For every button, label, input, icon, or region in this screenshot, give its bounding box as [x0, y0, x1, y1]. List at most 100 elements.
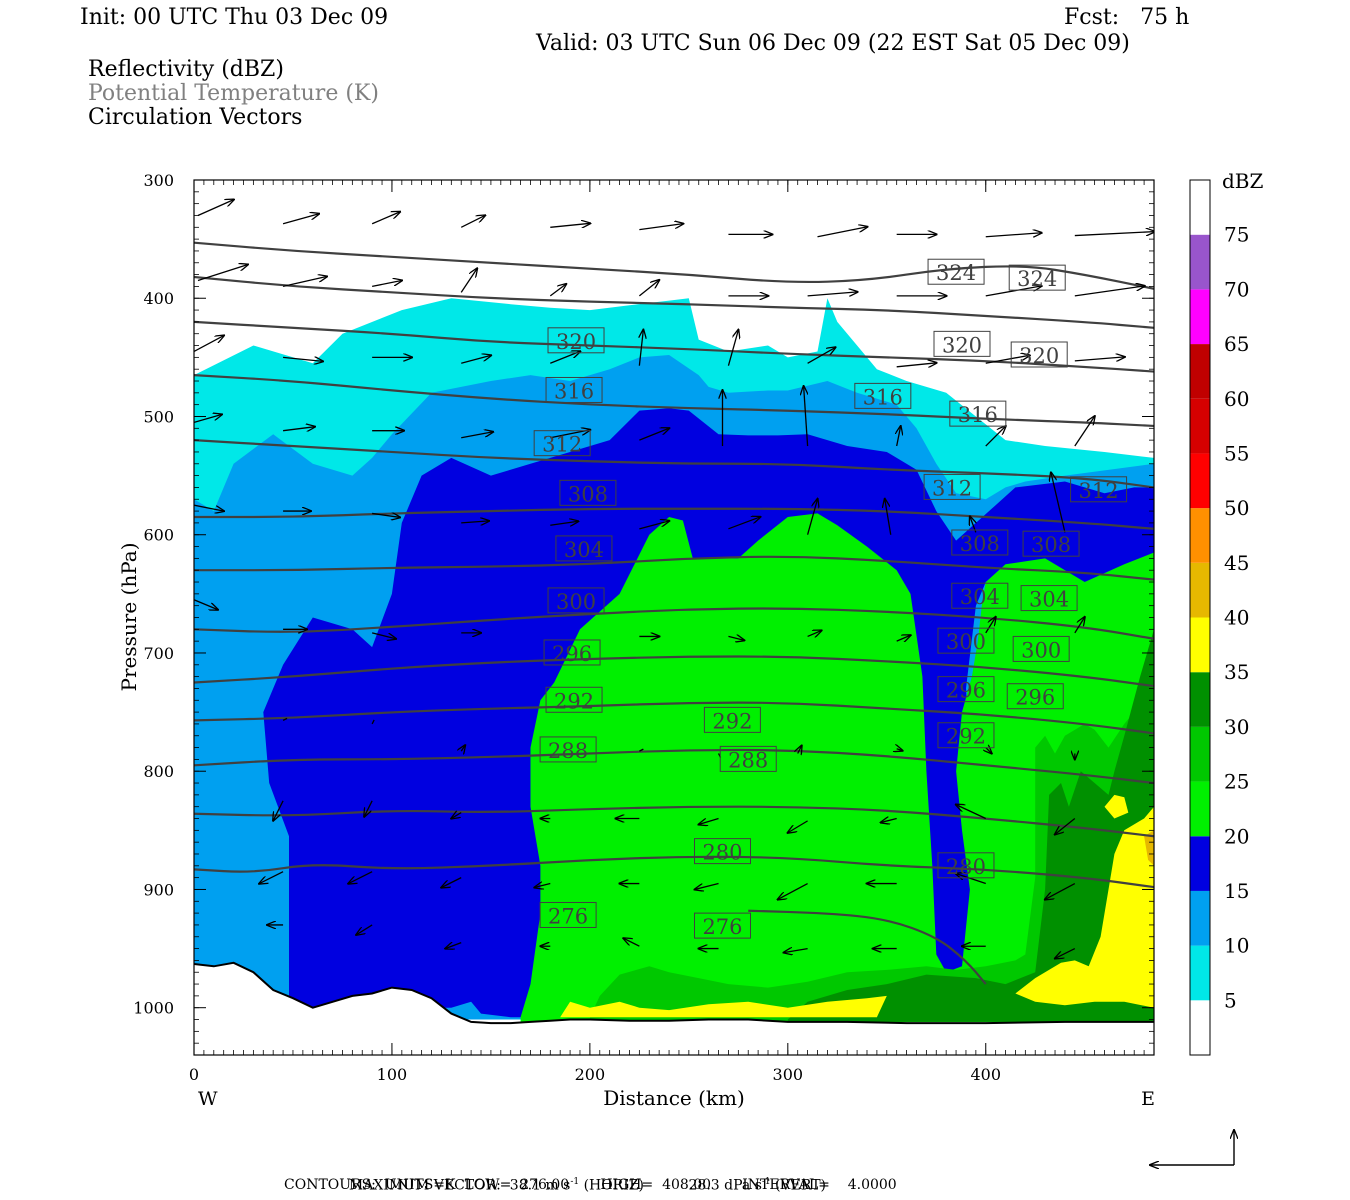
reference-vector-icon: [1150, 1130, 1234, 1165]
theta-label-308: 308: [559, 479, 617, 506]
circulation-vector: [727, 330, 738, 366]
theta-label-308: 308: [951, 529, 1009, 556]
theta-contour-304: [194, 555, 1154, 581]
theta-label-316: 316: [854, 382, 912, 409]
reflectivity-region-35: [1015, 806, 1154, 1008]
svg-text:288: 288: [728, 748, 768, 772]
svg-text:280: 280: [946, 855, 986, 879]
svg-text:280: 280: [702, 841, 742, 865]
circulation-vector: [550, 223, 590, 227]
x-tick-label: 100: [377, 1065, 408, 1084]
svg-text:324: 324: [1017, 267, 1057, 291]
circulation-vector: [986, 748, 992, 754]
theta-contour-296: [194, 655, 1154, 688]
contours-info: CONTOURS: UNITS=K LOW= 276.00 HIGH= 408.…: [284, 1177, 897, 1193]
x-tick-label: 400: [970, 1065, 1001, 1084]
circulation-vector: [623, 938, 640, 947]
colorbar-swatch: [1190, 180, 1210, 235]
circulation-vector: [364, 800, 373, 817]
svg-text:308: 308: [960, 532, 1000, 556]
reflectivity-region-40: [1144, 830, 1154, 866]
y-tick-label: 400: [143, 289, 174, 308]
field-reflectivity: Reflectivity (dBZ): [88, 57, 284, 82]
circulation-vector: [807, 347, 836, 364]
circulation-vector: [897, 426, 901, 447]
circulation-vector: [985, 233, 1042, 238]
reflectivity-region-30: [787, 629, 1154, 1022]
circulation-vector: [985, 355, 1030, 364]
svg-text:324: 324: [936, 261, 976, 285]
x-axis-title: Distance (km): [603, 1086, 745, 1110]
circulation-vector: [283, 357, 323, 361]
circulation-vector: [699, 817, 719, 825]
colorbar-level-label: 60: [1224, 387, 1249, 411]
circulation-vector: [985, 426, 1006, 447]
theta-label-300: 300: [547, 587, 605, 614]
theta-contour-300: [194, 607, 1154, 640]
svg-text:320: 320: [1019, 344, 1059, 368]
svg-text:312: 312: [542, 433, 582, 457]
circulation-vector: [881, 819, 897, 823]
svg-text:300: 300: [1021, 638, 1061, 662]
colorbar-swatch: [1190, 617, 1210, 673]
circulation-vector: [461, 521, 489, 523]
theta-label-300: 300: [1012, 635, 1070, 662]
colorbar-level-label: 20: [1224, 824, 1249, 848]
circulation-vector: [728, 517, 760, 530]
svg-text:292: 292: [946, 725, 986, 749]
theta-label-292: 292: [703, 706, 761, 733]
circulation-vector: [1074, 617, 1085, 634]
circulation-vector: [639, 748, 644, 752]
theta-label-324: 324: [1008, 264, 1066, 291]
theta-label-324: 324: [927, 258, 985, 285]
colorbar-swatch: [1190, 836, 1210, 891]
circulation-vector: [728, 636, 744, 640]
theta-label-296: 296: [1006, 683, 1064, 710]
colorbar-title: dBZ: [1222, 169, 1264, 193]
circulation-vector: [638, 280, 659, 297]
colorbar-swatch: [1190, 1000, 1210, 1055]
circulation-vector: [372, 280, 402, 288]
circulation-vector: [194, 414, 222, 424]
svg-text:300: 300: [556, 590, 596, 614]
circulation-vector: [371, 719, 375, 725]
circulation-vector: [897, 749, 903, 751]
colorbar-swatch: [1190, 344, 1210, 399]
valid-time: Valid: 03 UTC Sun 06 Dec 09 (22 EST Sat …: [536, 31, 1130, 56]
circulation-vector: [896, 363, 937, 367]
colorbar-level-label: 55: [1224, 441, 1249, 465]
field-circulation-vectors: Circulation Vectors: [88, 105, 303, 130]
field-potential-temperature: Potential Temperature (K): [88, 81, 379, 106]
y-tick-label: 700: [143, 644, 174, 663]
theta-label-320: 320: [933, 330, 991, 357]
circulation-vector: [550, 521, 578, 525]
theta-label-300: 300: [937, 627, 995, 654]
y-tick-label: 600: [143, 526, 174, 545]
svg-text:308: 308: [568, 482, 608, 506]
colorbar-swatch: [1190, 945, 1210, 1001]
circulation-vector: [282, 276, 327, 288]
circulation-vector: [639, 428, 669, 441]
colorbar-swatch: [1190, 234, 1210, 290]
theta-contour-292: [194, 701, 1154, 735]
circulation-vector: [639, 521, 669, 530]
circulation-vector: [885, 499, 892, 535]
circulation-vector: [807, 630, 822, 636]
circulation-vector: [1074, 357, 1125, 361]
circulation-vector: [1045, 882, 1076, 900]
theta-label-296: 296: [937, 676, 995, 703]
colorbar-level-label: 50: [1224, 496, 1249, 520]
x-tick-label: 0: [189, 1065, 199, 1084]
circulation-vector: [197, 265, 248, 282]
colorbar-swatch: [1190, 672, 1210, 727]
svg-text:320: 320: [556, 330, 596, 354]
theta-label-276: 276: [693, 912, 751, 939]
circulation-vector: [194, 335, 224, 353]
circulation-vector: [197, 199, 234, 217]
colorbar-swatch: [1190, 508, 1210, 563]
circulation-vector: [282, 717, 288, 721]
y-tick-label: 1000: [133, 999, 174, 1018]
vertical-tag: (VERT): [775, 1177, 826, 1194]
theta-contour-276: [748, 909, 987, 985]
circulation-vector: [985, 286, 1042, 297]
